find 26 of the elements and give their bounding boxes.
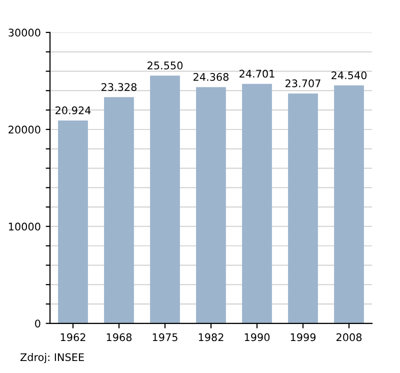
x-tick-label: 2008: [336, 333, 362, 342]
x-tick-label: 1962: [60, 333, 86, 342]
x-tick-label: 1982: [198, 333, 224, 342]
y-tick-label: 30000: [8, 28, 40, 37]
data-label: 25.550: [148, 62, 183, 70]
x-tick-label: 1999: [290, 333, 316, 342]
x-tick-label: 1975: [152, 333, 178, 342]
bar: [288, 93, 318, 324]
bar: [150, 76, 180, 324]
data-label: 24.701: [240, 70, 274, 78]
y-tick-label: 20000: [8, 126, 40, 134]
y-tick-label: 0: [35, 320, 40, 328]
data-label: 20.924: [56, 106, 91, 114]
text: Zdroj: INSEE: [20, 353, 84, 364]
bar: [58, 120, 88, 324]
data-label: 23.707: [286, 79, 320, 88]
x-tick-label: 1990: [244, 333, 270, 342]
data-label: 24.540: [332, 71, 367, 80]
data-label: 24.368: [194, 73, 229, 81]
bar: [196, 87, 226, 324]
bar: [334, 85, 364, 324]
y-tick-label: 10000: [8, 222, 40, 231]
bar: [242, 84, 272, 324]
data-label: 23.328: [102, 83, 137, 91]
bar: [104, 97, 134, 324]
x-tick-label: 1968: [106, 333, 132, 342]
